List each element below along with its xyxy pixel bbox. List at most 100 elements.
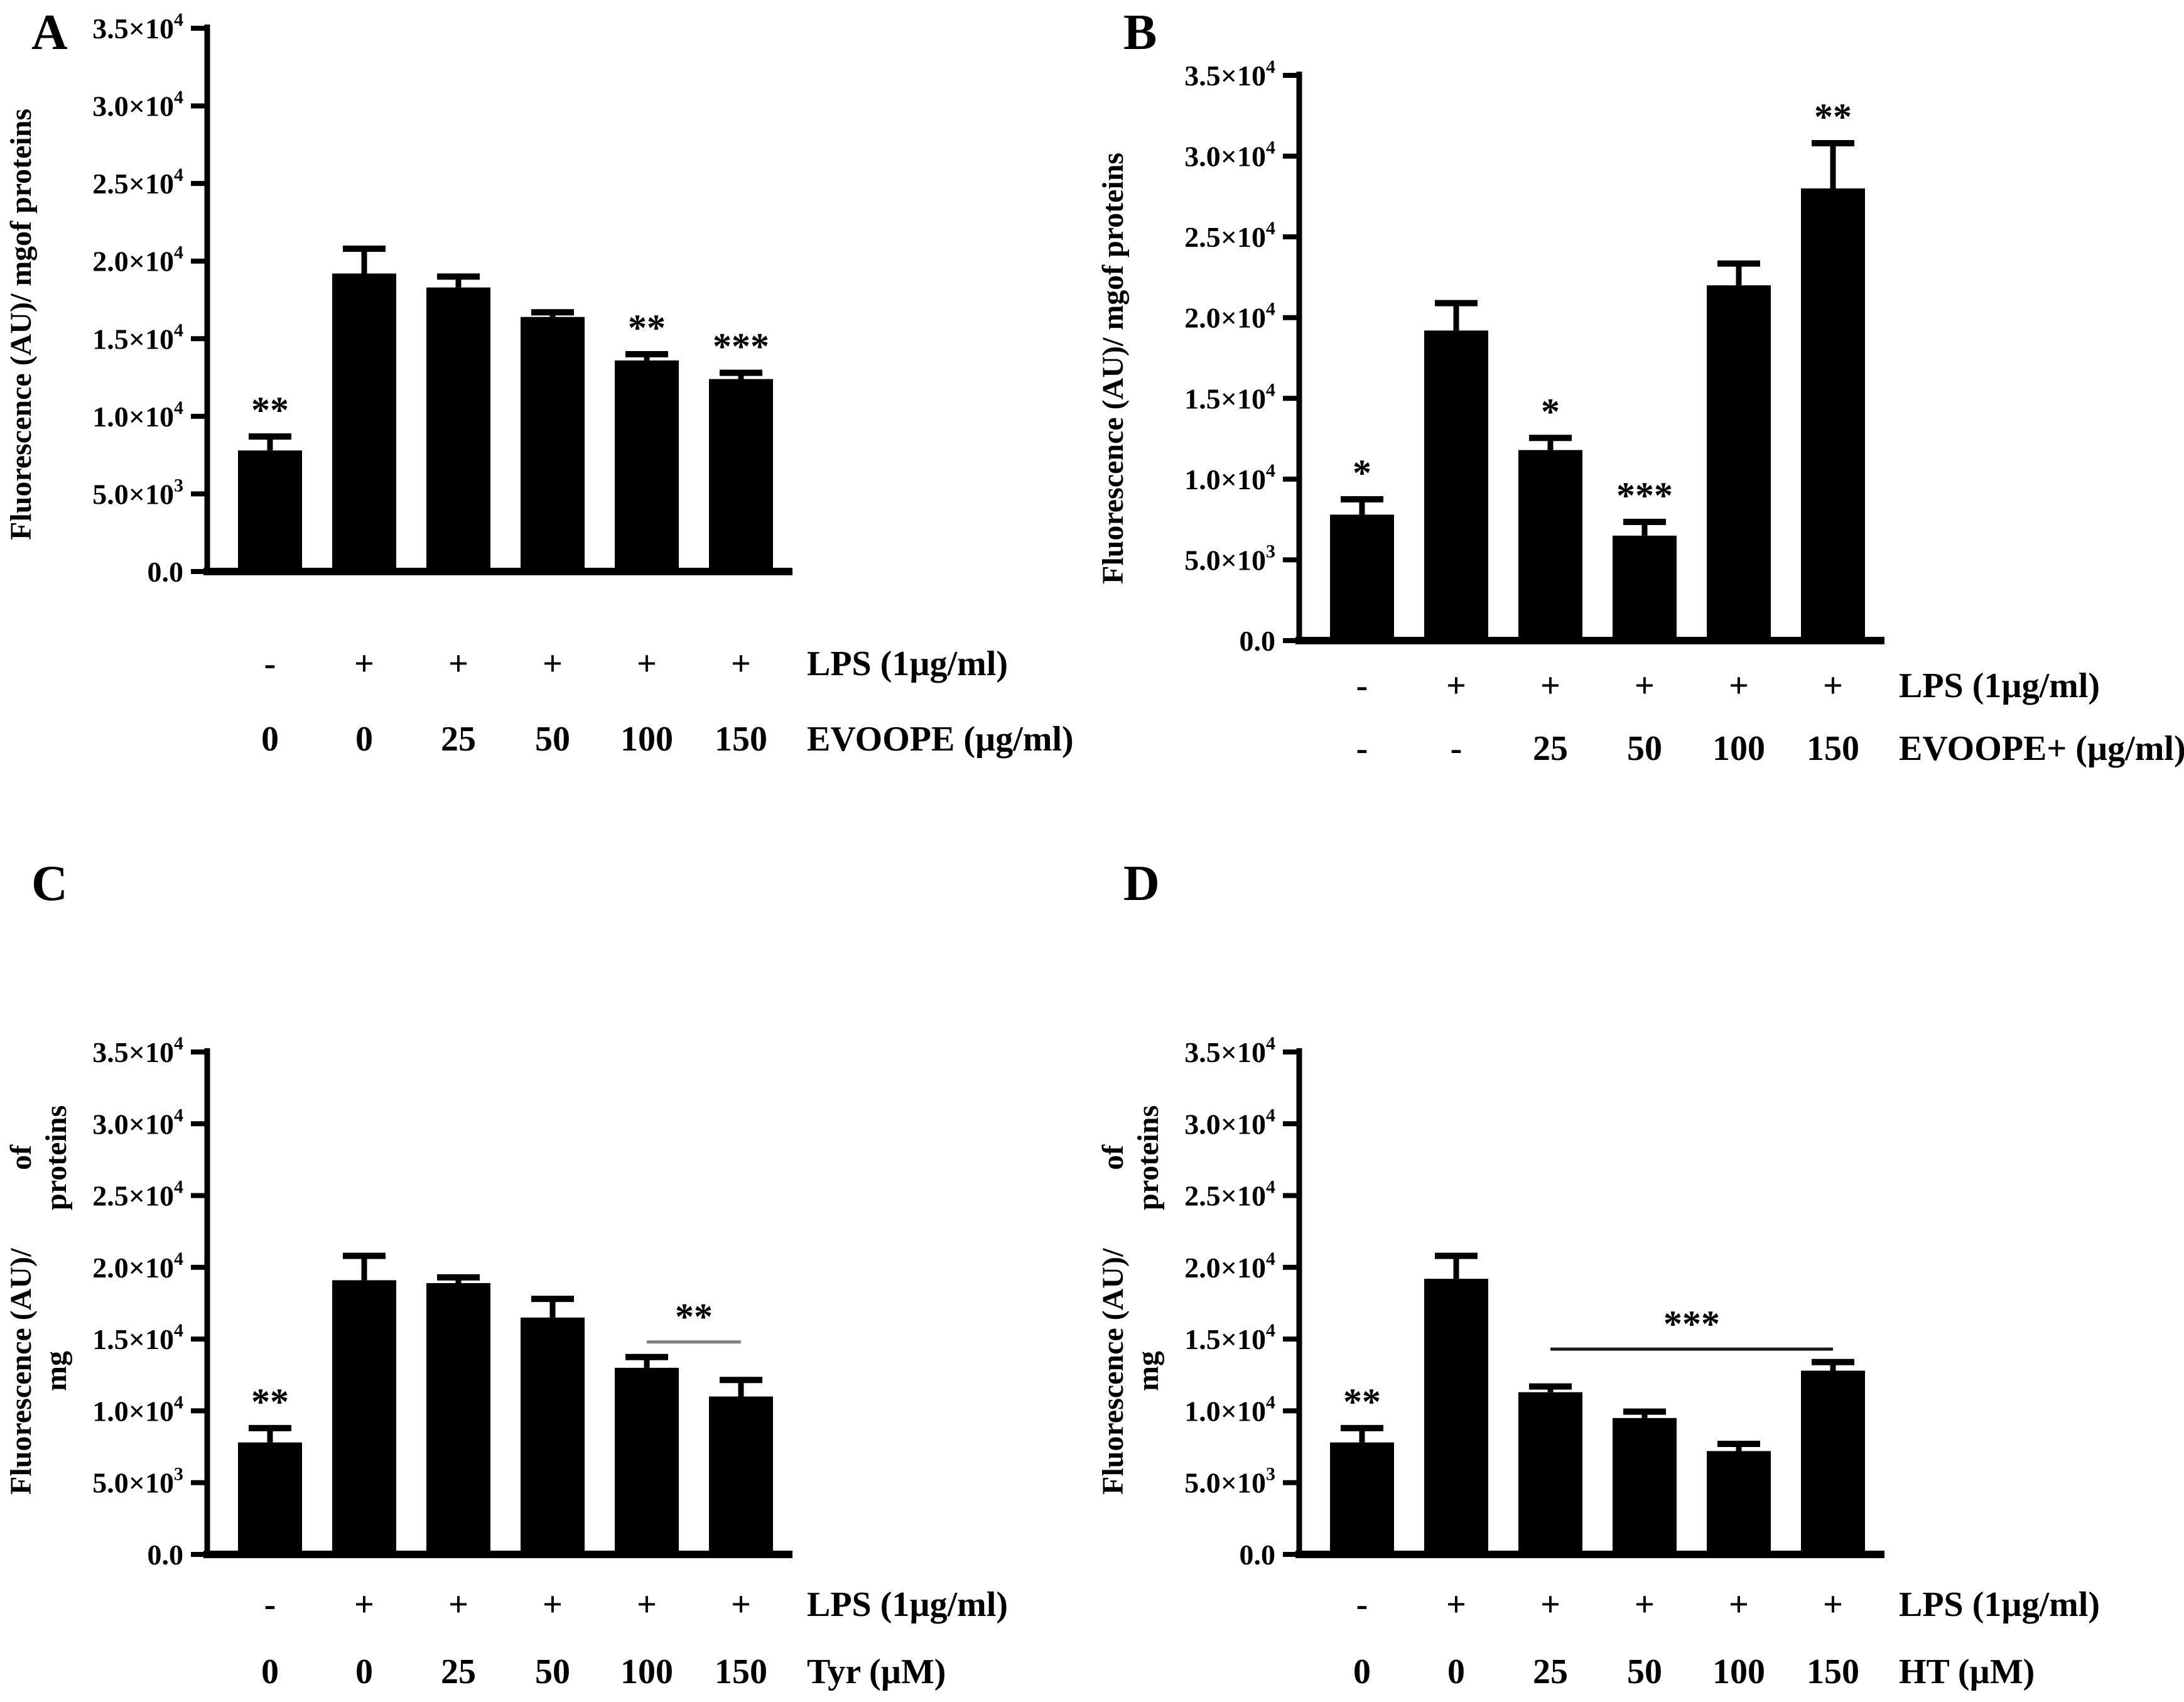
panel-b: B Fluorescence (AU)/ mg of proteins 0.0 5… [1092, 0, 2184, 851]
y-tick-label: 1.5×104 [1184, 379, 1275, 415]
bar [238, 450, 302, 572]
x-value: - [1356, 729, 1368, 768]
panel-letter: D [1123, 856, 1160, 911]
x-value: + [1540, 666, 1560, 705]
x-value: + [1540, 1585, 1560, 1624]
x-value: 0 [355, 720, 373, 759]
panel-a: A Fluorescence (AU)/ mg of proteins 0.0 5… [0, 0, 1092, 851]
bar [1518, 450, 1582, 641]
panel-c: C Fluorescence (AU)/ mg of proteins 0.0 5… [0, 851, 1092, 1702]
bar-chart-ht: 0.0 5.0×103 1.0×104 1.5×104 2.0×104 2.5×104 3.… [1184, 1033, 2100, 1691]
panel-letter: B [1123, 5, 1157, 60]
bar [709, 379, 773, 572]
x-value: + [448, 1585, 468, 1624]
x-value: + [1823, 666, 1843, 705]
x-value: - [1451, 729, 1462, 768]
x-value: + [448, 644, 468, 683]
x-value: 50 [1627, 729, 1662, 768]
y-tick-label: 1.0×104 [92, 398, 183, 433]
bar [1707, 285, 1771, 641]
x-value: 150 [1807, 729, 1859, 768]
y-tick-label: 2.0×104 [1184, 1249, 1275, 1284]
x-value: + [1446, 666, 1466, 705]
y-tick-label: 2.5×104 [1184, 1177, 1275, 1212]
significance-label: * [1353, 452, 1371, 494]
x-row-label: EVOOPE+ (µg/ml) [1899, 729, 2184, 768]
x-value: 25 [441, 1652, 476, 1691]
y-tick-label: 5.0×103 [92, 475, 183, 510]
x-value: + [1729, 666, 1749, 705]
y-tick-label: 2.5×104 [1184, 218, 1275, 253]
bar [1801, 188, 1865, 641]
x-value: 150 [715, 720, 767, 759]
x-value: + [731, 1585, 751, 1624]
x-value: 0 [1447, 1652, 1465, 1691]
x-value: + [1823, 1585, 1843, 1624]
y-tick-label: 2.0×104 [92, 1249, 183, 1284]
x-value: + [1635, 1585, 1655, 1624]
bar [238, 1442, 302, 1554]
x-value: - [1356, 666, 1368, 705]
y-tick-label: 1.5×104 [1184, 1320, 1275, 1355]
significance-label: ** [251, 389, 289, 431]
x-value: 50 [1627, 1652, 1662, 1691]
y-tick-label: 3.0×104 [92, 87, 183, 122]
x-value: 150 [715, 1652, 767, 1691]
bar [1613, 535, 1677, 641]
x-value: + [1635, 666, 1655, 705]
x-value: + [637, 644, 657, 683]
x-value: - [264, 1585, 276, 1624]
bar [615, 360, 679, 572]
x-row-label: EVOOPE (µg/ml) [807, 720, 1074, 759]
y-tick-label: 0.0 [148, 556, 184, 588]
y-tick-label: 0.0 [148, 1539, 184, 1571]
x-row-label: LPS (1µg/ml) [1899, 666, 2100, 705]
y-tick-label: 5.0×103 [1184, 1464, 1275, 1499]
x-value: 150 [1807, 1652, 1859, 1691]
bracket-label: *** [1663, 1303, 1720, 1345]
y-tick-label: 0.0 [1240, 1539, 1276, 1571]
y-tick-label: 2.0×104 [1184, 299, 1275, 334]
x-value: 100 [620, 720, 673, 759]
x-value: 100 [620, 1652, 673, 1691]
panel-letter: A [31, 5, 68, 60]
x-value: 0 [355, 1652, 373, 1691]
bar-chart-tyr: 0.0 5.0×103 1.0×104 1.5×104 2.0×104 2.5×104 3.… [92, 1033, 1008, 1691]
x-value: 100 [1712, 729, 1765, 768]
x-value: 25 [1533, 729, 1568, 768]
y-tick-label: 1.5×104 [92, 1320, 183, 1355]
y-tick-label: 3.5×104 [92, 1033, 183, 1068]
significance-label: ** [1814, 96, 1852, 138]
significance-label: * [1541, 391, 1560, 432]
x-value: 25 [441, 720, 476, 759]
y-tick-label: 3.0×104 [1184, 1105, 1275, 1140]
x-value: 0 [261, 720, 279, 759]
y-tick-label: 1.0×104 [92, 1392, 183, 1427]
bar [1518, 1392, 1582, 1554]
bar [1707, 1451, 1771, 1554]
x-row-label: HT (µM) [1899, 1652, 2035, 1691]
x-value: 50 [535, 720, 570, 759]
x-value: 100 [1712, 1652, 1765, 1691]
y-tick-label: 3.0×104 [92, 1105, 183, 1140]
significance-label: *** [1616, 475, 1673, 516]
x-value: + [731, 644, 751, 683]
y-tick-label: 3.5×104 [1184, 1033, 1275, 1068]
bar-chart-evoope-plus: 0.0 5.0×103 1.0×104 1.5×104 2.0×104 2.5×104 3.… [1184, 57, 2184, 768]
y-tick-label: 3.0×104 [1184, 138, 1275, 173]
y-tick-label: 2.0×104 [92, 242, 183, 278]
y-tick-label: 2.5×104 [92, 165, 183, 200]
y-tick-label: 1.0×104 [1184, 460, 1275, 496]
bar [1801, 1370, 1865, 1554]
bar [1330, 1442, 1394, 1554]
y-tick-label: 3.5×104 [92, 9, 183, 45]
x-row-label: LPS (1µg/ml) [807, 644, 1008, 683]
x-value: + [354, 1585, 374, 1624]
y-tick-label: 5.0×103 [92, 1464, 183, 1499]
bar [426, 1283, 490, 1554]
x-value: + [1729, 1585, 1749, 1624]
bar [709, 1396, 773, 1554]
bar [332, 1280, 396, 1554]
x-row-label: LPS (1µg/ml) [807, 1585, 1008, 1624]
